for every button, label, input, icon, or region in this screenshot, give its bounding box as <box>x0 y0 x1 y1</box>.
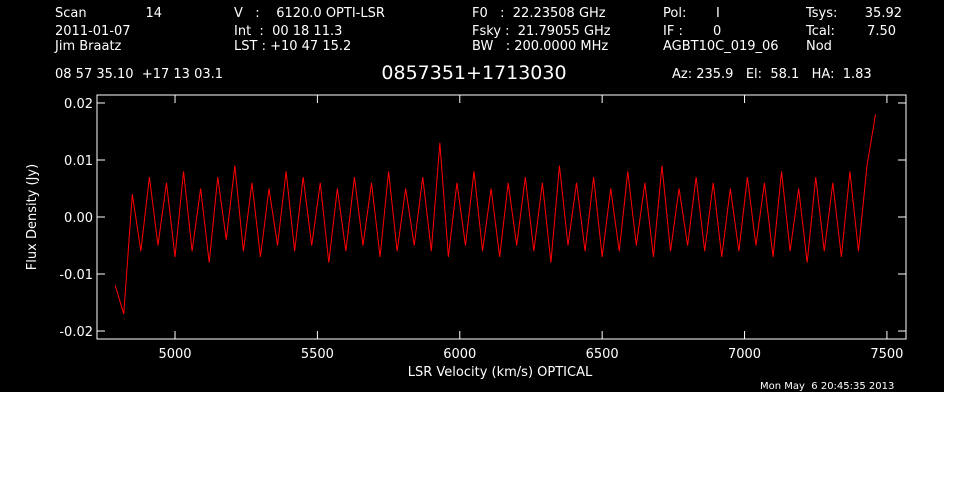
timestamp: Mon May 6 20:45:35 2013 <box>760 381 894 392</box>
x-tick-label: 5500 <box>301 347 334 362</box>
spectrum-line <box>114 114 877 315</box>
header-text: AGBT10C_019_06 <box>663 39 779 54</box>
header-text: 35.92 <box>865 6 902 21</box>
y-tick-label: 0.02 <box>64 97 93 112</box>
header-text: BW : 200.0000 MHz <box>472 39 608 54</box>
header-text: 0 <box>713 24 721 39</box>
header-text: Jim Braatz <box>54 39 122 54</box>
header-text: 08 57 35.10 +17 13 03.1 <box>55 67 223 82</box>
header-text: Tcal: <box>805 24 835 39</box>
header-text: Int : 00 18 11.3 <box>234 24 342 39</box>
header-text: 14 <box>145 6 162 21</box>
y-tick-label: 0.00 <box>64 211 93 226</box>
header-text: 2011-01-07 <box>55 24 131 39</box>
x-tick-label: 5000 <box>158 347 191 362</box>
header-text: Fsky : 21.79055 GHz <box>472 24 611 39</box>
header-text: IF : <box>663 24 683 39</box>
header-text: Az: 235.9 El: 58.1 HA: 1.83 <box>672 67 872 82</box>
header-text: I <box>716 6 720 21</box>
x-tick-label: 7000 <box>728 347 761 362</box>
x-axis-label: LSR Velocity (km/s) OPTICAL <box>408 365 593 380</box>
x-tick-label: 6000 <box>443 347 476 362</box>
header-text: Nod <box>806 39 832 54</box>
y-tick-label: -0.01 <box>59 268 93 283</box>
header-text: 7.50 <box>867 24 896 39</box>
chart-title: 0857351+1713030 <box>381 62 566 84</box>
y-tick-label: 0.01 <box>64 154 93 169</box>
x-tick-label: 6500 <box>586 347 619 362</box>
header-text: Tsys: <box>805 6 837 21</box>
header-text: LST : +10 47 15.2 <box>234 39 351 54</box>
header-text: F0 : 22.23508 GHz <box>472 6 606 21</box>
header-text: Scan <box>55 6 87 21</box>
header-text: V : 6120.0 OPTI-LSR <box>234 6 385 21</box>
x-tick-label: 7500 <box>870 347 903 362</box>
header-text: Pol: <box>663 6 686 21</box>
background <box>0 0 944 392</box>
y-tick-label: -0.02 <box>59 325 93 340</box>
y-axis-label: Flux Density (Jy) <box>25 164 40 270</box>
